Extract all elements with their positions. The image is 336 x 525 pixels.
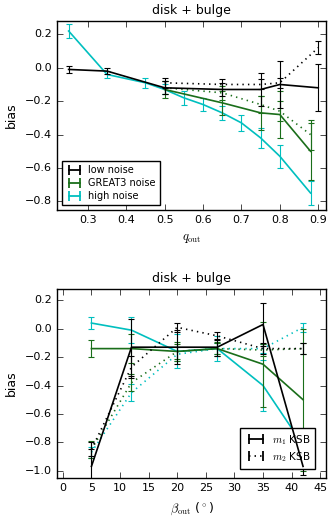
Title: disk + bulge: disk + bulge: [152, 272, 231, 285]
Y-axis label: bias: bias: [4, 371, 17, 396]
Y-axis label: bias: bias: [4, 102, 17, 128]
Title: disk + bulge: disk + bulge: [152, 4, 231, 17]
X-axis label: $\beta_\mathrm{out}$ ($^\circ$): $\beta_\mathrm{out}$ ($^\circ$): [170, 500, 213, 517]
Legend: $m_1$ KSB, $m_2$ KSB: $m_1$ KSB, $m_2$ KSB: [240, 428, 315, 469]
X-axis label: $q_\mathrm{out}$: $q_\mathrm{out}$: [182, 232, 201, 245]
Legend: low noise, GREAT3 noise, high noise: low noise, GREAT3 noise, high noise: [62, 161, 160, 205]
